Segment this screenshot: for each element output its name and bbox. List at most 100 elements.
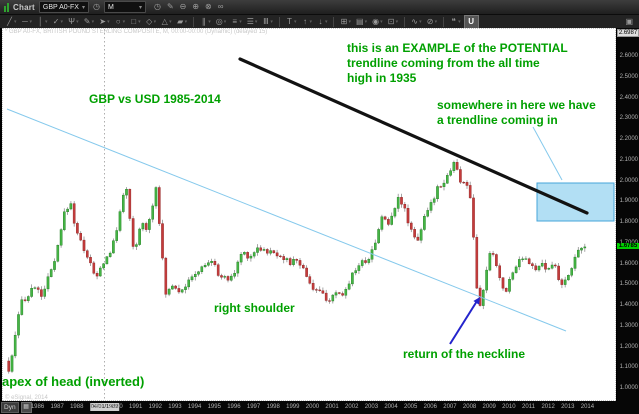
year-tick-label: 1997 xyxy=(246,404,261,410)
price-tick-label: 1.3000 xyxy=(619,322,638,329)
price-tick-label: 1.7000 xyxy=(620,240,638,246)
axis-high-readout: 2.6987 xyxy=(617,29,639,37)
copyright-label: © eSignal, 2014 xyxy=(5,395,48,401)
year-tick-label: 2006 xyxy=(423,404,437,410)
price-tick-label: 2.1000 xyxy=(619,156,638,163)
year-tick-label: 1991 xyxy=(129,404,143,410)
toolbar-separator xyxy=(443,16,445,27)
toolbar-separator xyxy=(404,16,406,27)
underline-toggle-button[interactable]: U xyxy=(463,14,479,29)
fib-retracement-tool-icon[interactable]: ≡ ▾ xyxy=(232,16,242,26)
parallel-lines-tool-icon[interactable]: ∥ ▾ xyxy=(201,16,211,26)
period-value: M xyxy=(107,3,114,11)
year-tick-label: 1998 xyxy=(266,404,280,410)
pencil-icon[interactable]: ✎ xyxy=(166,2,174,11)
chart-description: * GBP A0-FX, BRITISH POUND STERLING COMP… xyxy=(5,29,268,35)
price-tick-label: 1.9000 xyxy=(619,198,638,205)
grid-tool-icon[interactable]: ⊞ ▾ xyxy=(340,16,351,26)
year-tick-label: 2013 xyxy=(561,404,575,410)
year-tick-label: 2002 xyxy=(345,404,359,410)
year-tick-label: 1986 xyxy=(30,404,45,410)
price-tick-label: 1.2000 xyxy=(619,343,638,350)
dyn-timeframe-button[interactable]: Dyn xyxy=(1,401,19,413)
year-tick-label: 2005 xyxy=(403,404,418,410)
year-tick-label: 2014 xyxy=(580,404,595,410)
year-tick-label: 2001 xyxy=(325,404,339,410)
history-clock-icon[interactable]: ◷ xyxy=(92,2,100,11)
price-tick-label: 2.6000 xyxy=(619,53,638,59)
year-tick-label: 1993 xyxy=(168,404,182,410)
year-tick-label: 1994 xyxy=(187,404,202,410)
triangle-tool-icon[interactable]: △ ▾ xyxy=(161,16,172,26)
toolbar-separator xyxy=(333,16,335,27)
close-circle-icon[interactable]: ⊗ xyxy=(205,2,212,11)
price-tick-label: 1.5000 xyxy=(619,281,638,288)
channel-tool-icon[interactable]: ▤ ▾ xyxy=(356,16,368,26)
zoom-out-icon[interactable]: ⊖ xyxy=(179,2,187,11)
trendline-tool-icon[interactable]: ╱ ▾ xyxy=(7,16,17,26)
pitchfork-tool-icon[interactable]: Ψ ▾ xyxy=(68,16,79,26)
year-tick-label: 1995 xyxy=(207,404,221,410)
year-tick-label: 2010 xyxy=(502,404,516,410)
price-axis[interactable]: 2.6987 1.6785 2.6000 2.5000 2.4000 2.3000 2.… xyxy=(617,28,639,401)
price-tick-label: 2.4000 xyxy=(619,94,638,101)
clock-icon[interactable]: ◷ xyxy=(153,2,161,11)
target-tool-icon[interactable]: ◉ ▾ xyxy=(372,16,383,26)
box-select-tool-icon[interactable]: ⊡ ▾ xyxy=(387,16,399,26)
symbol-value: GBP A0-FX xyxy=(42,3,79,11)
year-tick-label: 1987 xyxy=(50,404,64,410)
fib-circle-tool-icon[interactable]: ◎ ▾ xyxy=(215,16,227,26)
year-tick-label: 2008 xyxy=(462,404,477,410)
text-tool-icon[interactable]: T ▾ xyxy=(286,16,297,26)
pencil-tool-icon[interactable]: ✎ ▾ xyxy=(83,16,95,26)
arrow-up-marker-icon[interactable]: ↑ ▾ xyxy=(302,16,312,26)
chevron-down-icon: ▾ xyxy=(81,4,85,11)
vertical-line-tool-icon[interactable]: │ ▾ xyxy=(38,16,48,26)
period-select[interactable]: M ▾ xyxy=(103,1,146,13)
rectangle-tool-icon[interactable]: □ ▾ xyxy=(131,16,141,26)
wave-tool-icon[interactable]: ∿ ▾ xyxy=(411,16,422,26)
polygon-tool-icon[interactable]: ◇ ▾ xyxy=(146,16,157,26)
chart-canvas[interactable] xyxy=(2,28,616,401)
symbol-select[interactable]: GBP A0-FX ▾ xyxy=(38,1,89,13)
year-tick-label: 2011 xyxy=(522,404,535,410)
price-tick-label: 2.3000 xyxy=(619,115,638,122)
year-tick-label: 2000 xyxy=(305,404,320,410)
zoom-in-icon[interactable]: ⊕ xyxy=(192,2,200,11)
chart-app-icon xyxy=(4,2,9,12)
year-tick-label: 1990 xyxy=(109,404,123,410)
panel-toggle-icon[interactable]: ▣ xyxy=(625,16,633,26)
year-tick-label: 2012 xyxy=(541,404,555,410)
year-tick-label: 1989 xyxy=(89,404,104,410)
polyline-tool-icon[interactable]: ✓ ▾ xyxy=(52,16,64,26)
price-tick-label: 2.5000 xyxy=(619,73,638,80)
arrow-tool-icon[interactable]: ➤ ▾ xyxy=(99,16,110,26)
year-tick-label: 2007 xyxy=(443,404,457,410)
bars-pattern-tool-icon[interactable]: Ⅲ ▾ xyxy=(263,16,273,26)
timeframe-grid-icon[interactable]: ▦ xyxy=(20,401,32,413)
year-tick-label: 2004 xyxy=(384,404,398,410)
price-tick-label: 1.4000 xyxy=(619,302,638,308)
toolbar-separator xyxy=(193,16,195,27)
year-tick-label: 1988 xyxy=(70,404,84,410)
app-title: Chart xyxy=(13,2,35,12)
year-tick-label: 1992 xyxy=(148,404,163,410)
chevron-down-icon: ▾ xyxy=(138,4,142,11)
brush-tool-icon[interactable]: ▰ ▾ xyxy=(177,16,188,26)
arrow-down-marker-icon[interactable]: ↓ ▾ xyxy=(318,16,328,26)
callout-tool-icon[interactable]: ❝ ▾ xyxy=(451,16,461,26)
ellipse-tool-icon[interactable]: ○ ▾ xyxy=(115,16,126,26)
price-tick-label: 2.0000 xyxy=(619,177,638,184)
drawing-toolbar: ╱ ▾ ─ ▾ │ ▾ ✓ ▾ Ψ ▾ ✎ ▾ ➤ ▾ ○ ▾ □ ▾ ◇ ▾ △ ▾ ▰ ▾ ∥ ▾ ◎ ▾ ≡ ▾ ☰ ▾ Ⅲ ▾ T ▾ ↑ ▾ ↓ ▾… xyxy=(0,14,639,29)
link-icon[interactable]: ∞ xyxy=(217,2,224,11)
year-tick-label: 1999 xyxy=(286,404,300,410)
time-axis[interactable]: Dyn ▦ 04/01/1989 1986 1987 1988 1989 1990 199… xyxy=(0,401,639,414)
last-price-badge: 1.6785 xyxy=(617,243,639,250)
eraser-tool-icon[interactable]: ⊘ ▾ xyxy=(426,16,438,26)
cursor-date-badge: 04/01/1989 xyxy=(89,403,120,411)
fib-extension-tool-icon[interactable]: ☰ ▾ xyxy=(246,16,258,26)
horizontal-line-tool-icon[interactable]: ─ ▾ xyxy=(22,16,33,26)
price-tick-label: 1.6000 xyxy=(619,260,638,267)
year-tick-label: 2003 xyxy=(364,404,379,410)
